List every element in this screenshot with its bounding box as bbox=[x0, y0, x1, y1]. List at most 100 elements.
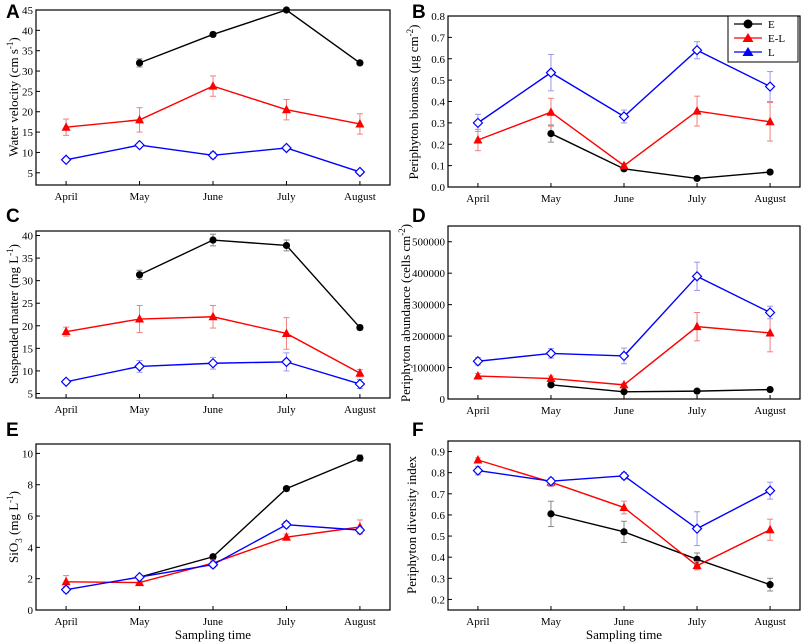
point-L bbox=[472, 117, 484, 129]
point-E-L bbox=[473, 371, 483, 380]
x-tick-label: June bbox=[203, 616, 223, 628]
series-line-E bbox=[139, 9, 361, 64]
y-tick-label: 40 bbox=[22, 231, 34, 243]
y-tick-label: 0.2 bbox=[431, 594, 445, 606]
x-tick-label: July bbox=[688, 193, 707, 205]
point-E-L bbox=[61, 122, 71, 131]
point-E bbox=[766, 168, 774, 176]
point-L bbox=[60, 154, 72, 166]
x-tick-label: April bbox=[54, 404, 77, 416]
y-tick-label: 0.4 bbox=[431, 552, 445, 564]
x-axis-label: Sampling time bbox=[586, 627, 662, 642]
x-tick-label: August bbox=[344, 404, 376, 416]
point-E bbox=[282, 241, 291, 250]
point-L bbox=[207, 357, 219, 369]
point-E bbox=[693, 174, 701, 183]
y-tick-label: 45 bbox=[22, 5, 34, 17]
legend-marker-triangle bbox=[742, 33, 754, 42]
point-L bbox=[545, 475, 557, 487]
point-E-L bbox=[619, 502, 629, 512]
point-E bbox=[209, 30, 217, 39]
point-E-L bbox=[355, 118, 365, 128]
point-L bbox=[354, 166, 366, 178]
point-E-L bbox=[208, 311, 218, 321]
series-line-E bbox=[550, 132, 771, 180]
point-E bbox=[282, 485, 291, 493]
y-tick-label: 0.6 bbox=[431, 54, 445, 66]
panel-letter: D bbox=[412, 206, 426, 227]
x-tick-label: July bbox=[277, 616, 296, 628]
panel-C: C Suspended matter (mg L-1) 5 10 15 20 25 30 3… bbox=[5, 206, 391, 416]
point-E-L bbox=[692, 106, 702, 115]
point-E bbox=[766, 581, 774, 589]
y-tick-label: 0.6 bbox=[431, 510, 445, 522]
x-tick-label: August bbox=[344, 616, 376, 628]
y-tick-label: 0.9 bbox=[431, 447, 445, 459]
panel-letter: F bbox=[412, 420, 424, 441]
x-tick-label: May bbox=[541, 616, 562, 628]
legend-marker-circle bbox=[743, 19, 753, 29]
point-E-L bbox=[619, 160, 629, 170]
y-tick-label: 10 bbox=[22, 147, 34, 159]
x-tick-label: April bbox=[466, 405, 489, 417]
legend-label: L bbox=[768, 47, 775, 59]
y-tick-label: 100000 bbox=[412, 363, 446, 375]
x-tick-label: May bbox=[129, 404, 150, 416]
point-E-L bbox=[692, 321, 702, 331]
y-tick-label: 5 bbox=[28, 168, 34, 180]
point-E-L bbox=[281, 328, 291, 337]
y-tick-label: 0.7 bbox=[431, 32, 445, 44]
y-tick-label: 0.3 bbox=[431, 573, 445, 585]
y-tick-label: 25 bbox=[22, 298, 34, 310]
y-tick-label: 0.5 bbox=[431, 531, 445, 543]
y-tick-label: 500000 bbox=[412, 237, 446, 249]
point-L bbox=[281, 356, 292, 368]
x-tick-label: June bbox=[203, 404, 223, 416]
point-L bbox=[691, 270, 703, 282]
point-E bbox=[209, 553, 217, 561]
x-tick-label: May bbox=[541, 193, 562, 205]
point-L bbox=[691, 44, 703, 56]
x-tick-label: June bbox=[614, 193, 634, 205]
point-L bbox=[134, 139, 145, 151]
point-L bbox=[764, 485, 776, 496]
point-E-L bbox=[61, 326, 71, 336]
point-E-L bbox=[473, 455, 483, 464]
point-E-L bbox=[692, 560, 702, 570]
y-tick-label: 0.4 bbox=[431, 97, 445, 109]
x-tick-label: April bbox=[466, 616, 489, 628]
point-L bbox=[764, 81, 776, 92]
y-tick-label: 8 bbox=[28, 480, 34, 492]
y-tick-label: 15 bbox=[22, 343, 34, 355]
point-L bbox=[134, 361, 145, 372]
y-tick-label: 30 bbox=[22, 276, 34, 288]
point-E bbox=[356, 59, 364, 67]
y-tick-label: 35 bbox=[22, 46, 34, 58]
y-tick-label: 200000 bbox=[412, 331, 446, 343]
point-L bbox=[618, 111, 630, 122]
x-tick-label: May bbox=[129, 616, 150, 628]
y-tick-label: 400000 bbox=[412, 268, 446, 280]
panel-letter: B bbox=[412, 2, 426, 23]
y-tick-label: 0 bbox=[28, 605, 34, 617]
point-E bbox=[693, 387, 701, 395]
x-tick-label: June bbox=[203, 191, 223, 203]
x-tick-label: May bbox=[541, 405, 562, 417]
point-E-L bbox=[473, 134, 483, 144]
point-L bbox=[764, 307, 776, 318]
y-axis-label: Periphyton diversity index bbox=[404, 456, 419, 594]
point-L bbox=[472, 355, 484, 367]
y-tick-label: 0.8 bbox=[431, 11, 445, 23]
y-tick-label: 0.3 bbox=[431, 118, 445, 130]
point-E bbox=[766, 385, 774, 394]
point-L bbox=[281, 519, 292, 530]
point-E bbox=[135, 271, 144, 279]
point-L bbox=[545, 67, 557, 78]
plot-frame bbox=[447, 225, 801, 400]
legend-label: E bbox=[768, 19, 775, 31]
x-axis-label: Sampling time bbox=[175, 627, 251, 642]
point-E bbox=[547, 510, 555, 518]
point-E bbox=[356, 454, 364, 462]
point-E bbox=[620, 528, 628, 536]
